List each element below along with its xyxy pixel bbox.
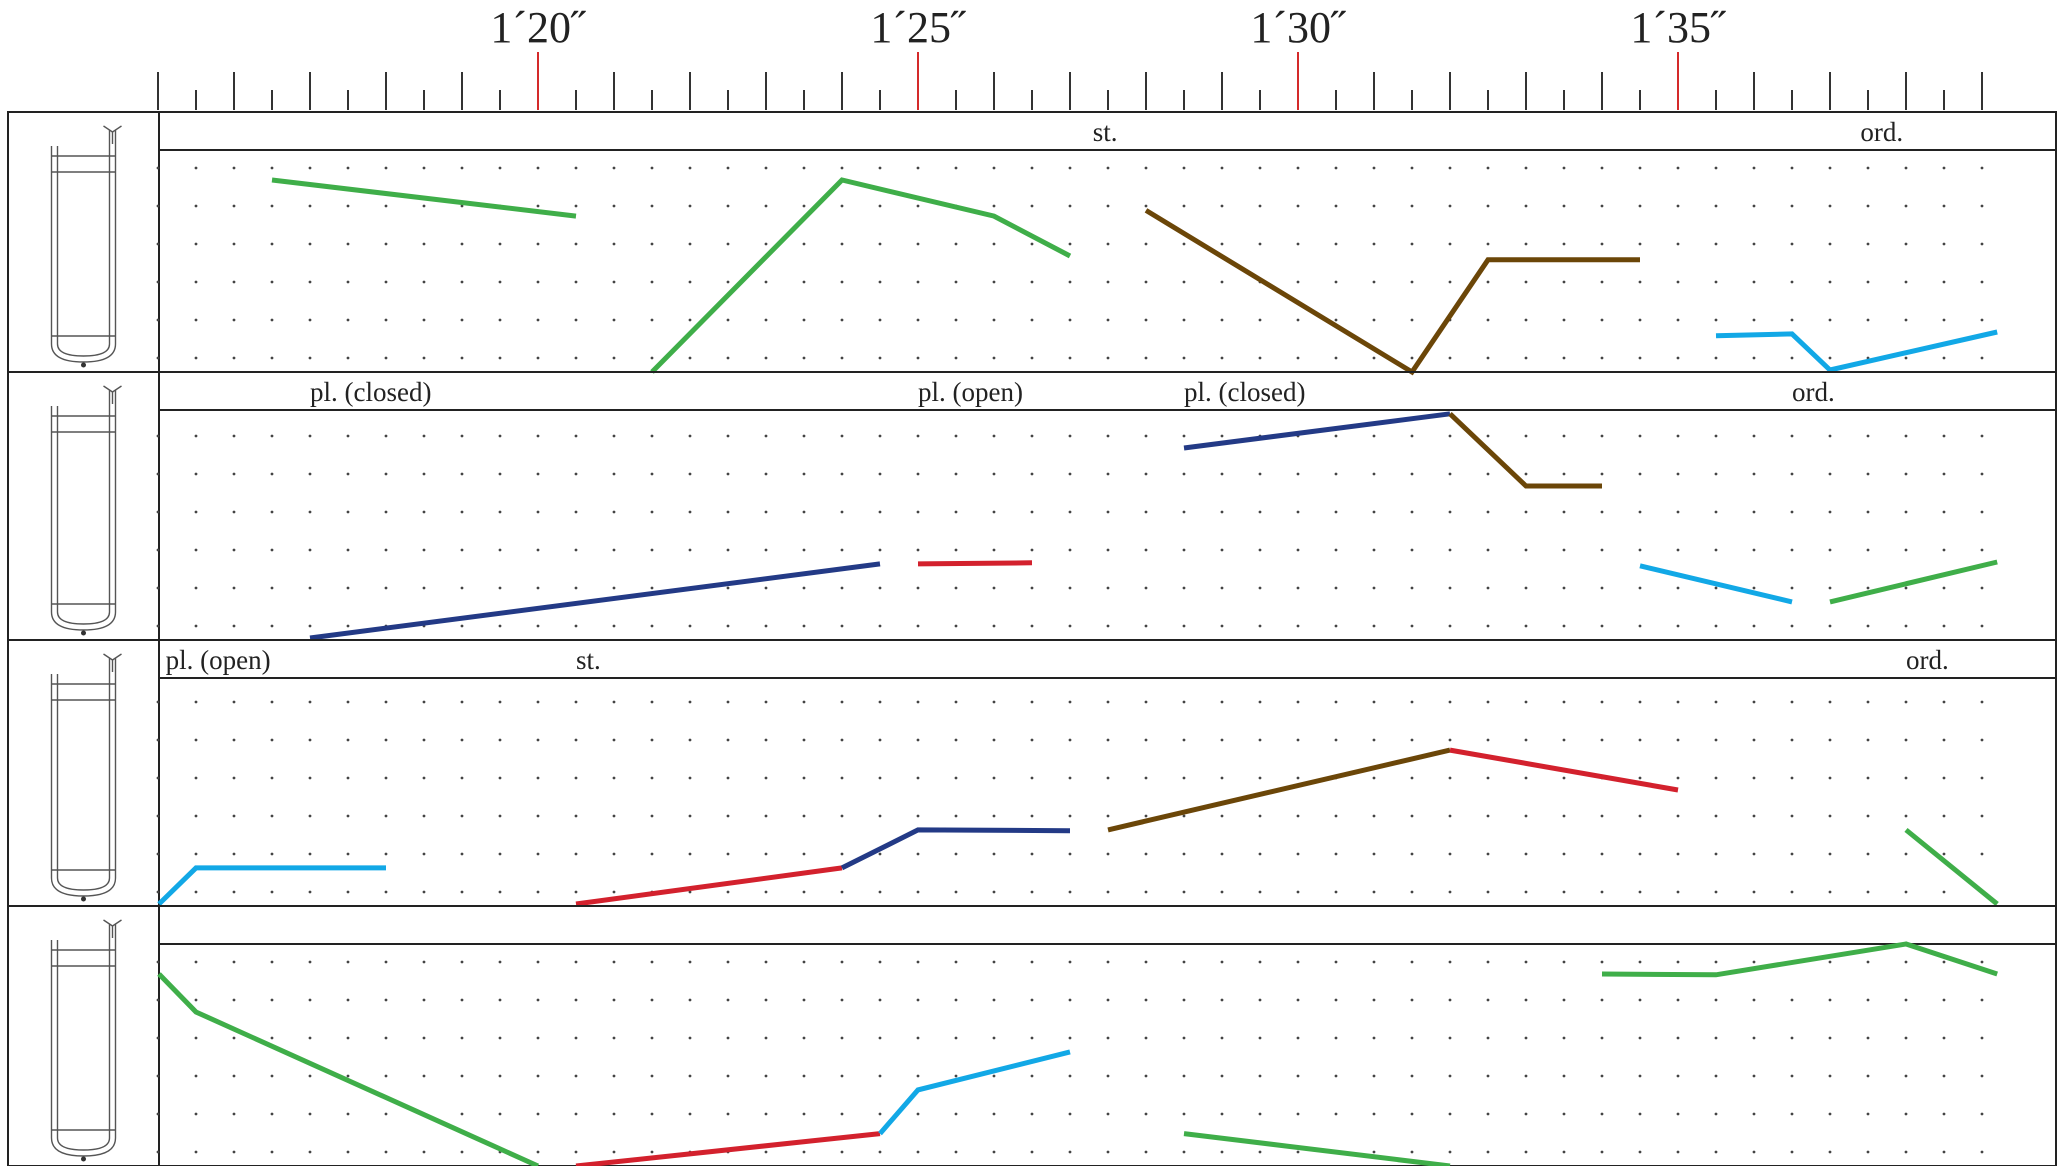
green-contour-line [1183, 1131, 1451, 1166]
technique-label: pl. (open) [918, 377, 1023, 407]
time-marker-label: 1´25˝ [870, 3, 966, 52]
red-contour-line [917, 560, 1033, 567]
cyan-contour-line [157, 865, 386, 906]
cyan-contour-line [1715, 329, 1998, 373]
green-contour-line [1829, 559, 1998, 605]
timeline-ruler: 1´20˝ 1´25˝ 1´30˝ 1´35˝ [157, 3, 1983, 110]
time-marker-label: 1´35˝ [1630, 3, 1726, 52]
instrument-cell [7, 371, 160, 641]
trombone-icon [50, 653, 122, 902]
navy-contour-line [309, 561, 881, 641]
instrument-cell [7, 111, 160, 373]
technique-label: ord. [1906, 645, 1949, 675]
green-contour-line [650, 177, 1072, 374]
green-contour-line [1601, 941, 1998, 978]
trombone-icon [50, 125, 122, 368]
staff-1: st. ord. [7, 111, 2057, 376]
cyan-contour-line [1639, 563, 1793, 605]
green-contour-line [271, 177, 577, 219]
staff-frame [158, 639, 2057, 907]
red-contour-line [575, 865, 843, 907]
time-marker-label: 1´20˝ [490, 3, 586, 52]
cyan-contour-line [878, 1049, 1071, 1136]
dot-grid [156, 960, 1984, 1154]
staff-system: st. ord.pl. (closed) pl. (open) pl. (closed… [7, 111, 2057, 1166]
dot-grid [156, 434, 1984, 628]
red-contour-line [575, 1131, 881, 1166]
dot-grid [156, 700, 1984, 894]
instrument-cell [7, 639, 160, 907]
technique-label: pl. (open) [166, 645, 271, 675]
staff-2: pl. (closed) pl. (open) pl. (closed) ord. [7, 371, 2057, 641]
dot-grid [156, 166, 1984, 360]
technique-label: ord. [1792, 377, 1835, 407]
staff-4 [7, 905, 2057, 1166]
navy-contour-line [840, 827, 1071, 871]
instrument-cell [7, 905, 160, 1166]
red-contour-line [1449, 747, 1679, 793]
staff-frame [158, 371, 2057, 641]
trombone-icon [50, 919, 122, 1162]
technique-label: pl. (closed) [310, 377, 431, 407]
brown-contour-line [1144, 208, 1640, 376]
green-contour-line [157, 972, 540, 1166]
technique-label: st. [576, 645, 601, 675]
technique-label: st. [1093, 117, 1118, 147]
brown-contour-line [1448, 411, 1602, 489]
navy-contour-line [1183, 411, 1451, 451]
technique-label: pl. (closed) [1184, 377, 1305, 407]
staff-frame [158, 905, 2057, 1166]
green-contour-line [1904, 827, 1999, 906]
staff-3: pl. (open) st. ord. [7, 639, 2057, 907]
brown-contour-line [1107, 747, 1451, 833]
technique-label: ord. [1860, 117, 1903, 147]
time-marker-label: 1´30˝ [1250, 3, 1346, 52]
trombone-icon [50, 385, 122, 636]
